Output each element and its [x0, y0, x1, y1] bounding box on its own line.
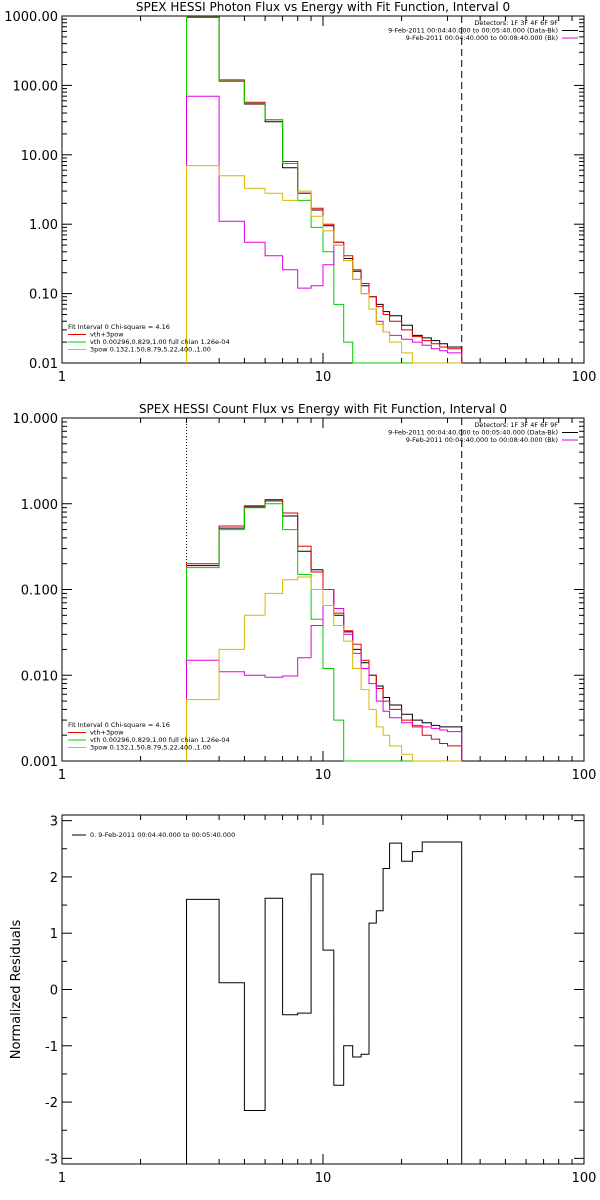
y-tick-label: 10.000: [13, 412, 59, 427]
x-tick-label: 100: [572, 768, 597, 783]
y-tick-label: -3: [45, 1152, 58, 1167]
y-tick-label: 1.000: [21, 498, 58, 513]
y-tick-label: 10.00: [21, 149, 58, 164]
x-tick-label: 10: [315, 1171, 332, 1186]
x-tick-label: 1: [58, 768, 66, 783]
info-text: Detectors: 1F 3F 4F 6F 9F: [474, 421, 558, 429]
fit-info-text: Fit Interval 0 Chi-square = 4.16: [68, 323, 170, 331]
x-tick-label: 1: [58, 1171, 66, 1186]
fit-info-text: 3pow 0.132,1.50,8.79,5.22,400.,1.00: [90, 744, 211, 752]
chart-title: SPEX HESSI Count Flux vs Energy with Fit…: [139, 402, 507, 416]
fit-info-text: 3pow 0.132,1.50,8.79,5.22,400.,1.00: [90, 346, 211, 354]
series-data-bk: [186, 500, 463, 761]
y-tick-label: 0: [50, 984, 58, 999]
x-tick-label: 100: [572, 370, 597, 385]
y-tick-label: 2: [50, 871, 58, 886]
info-text: 9-Feb-2011 00:04:40.000 to 00:08:40.000 …: [406, 436, 558, 444]
series-bk: [186, 95, 463, 363]
series-3pow: [186, 576, 462, 762]
x-tick-label: 10: [315, 370, 332, 385]
chart-title: SPEX HESSI Photon Flux vs Energy with Fi…: [136, 0, 510, 14]
fit-info-text: vth 0.00296,0.829,1.00 full chian 1.26e-…: [90, 338, 230, 346]
y-tick-label: 100.00: [13, 79, 59, 94]
y-tick-label: 0.010: [21, 669, 58, 684]
y-tick-label: 1000.00: [4, 10, 58, 25]
plot-frame: [61, 814, 585, 1165]
y-tick-label: 0.10: [29, 288, 58, 303]
series-vth: [186, 16, 462, 364]
series-vth-3pow: [186, 499, 463, 761]
x-tick-label: 10: [315, 768, 332, 783]
series-3pow: [186, 165, 462, 364]
y-tick-label: 3: [50, 815, 58, 830]
series-0-9-feb-2011-00-04-40-000-to-00-05-40-000: [186, 841, 463, 1164]
info-text: 9-Feb-2011 00:04:40.000 to 00:05:40.000 …: [388, 429, 558, 437]
series-vth: [186, 503, 462, 762]
series-bk: [186, 589, 463, 761]
info-text: Detectors: 1F 3F 4F 6F 9F: [474, 19, 558, 27]
series-data-bk: [186, 17, 463, 363]
y-tick-label: 1.00: [29, 218, 58, 233]
y-tick-label: 0.001: [21, 755, 58, 770]
photon-flux-panel: SPEX HESSI Photon Flux vs Energy with Fi…: [4, 0, 596, 385]
fit-info-text: vth+3pow: [90, 729, 124, 737]
plot-frame: [61, 15, 585, 364]
y-tick-label: -1: [45, 1040, 58, 1055]
fit-info-text: vth+3pow: [90, 331, 124, 339]
y-tick-label: 1: [50, 927, 58, 942]
count-flux-panel: SPEX HESSI Count Flux vs Energy with Fit…: [13, 402, 597, 783]
series-vth-3pow: [186, 16, 463, 363]
y-axis-label: Normalized Residuals: [9, 920, 24, 1060]
legend-text: 0. 9-Feb-2011 00:04:40.000 to 00:05:40.0…: [90, 831, 235, 839]
y-tick-label: 0.01: [29, 357, 58, 372]
info-text: 9-Feb-2011 00:04:40.000 to 00:05:40.000 …: [388, 27, 558, 35]
fit-info-text: vth 0.00296,0.829,1.00 full chian 1.26e-…: [90, 736, 230, 744]
y-tick-label: -2: [45, 1096, 58, 1111]
x-tick-label: 100: [572, 1171, 597, 1186]
x-tick-label: 1: [58, 370, 66, 385]
info-text: 9-Feb-2011 00:04:40.000 to 00:08:40.000 …: [406, 34, 558, 42]
fit-info-text: Fit Interval 0 Chi-square = 4.16: [68, 721, 170, 729]
y-tick-label: 0.100: [21, 584, 58, 599]
